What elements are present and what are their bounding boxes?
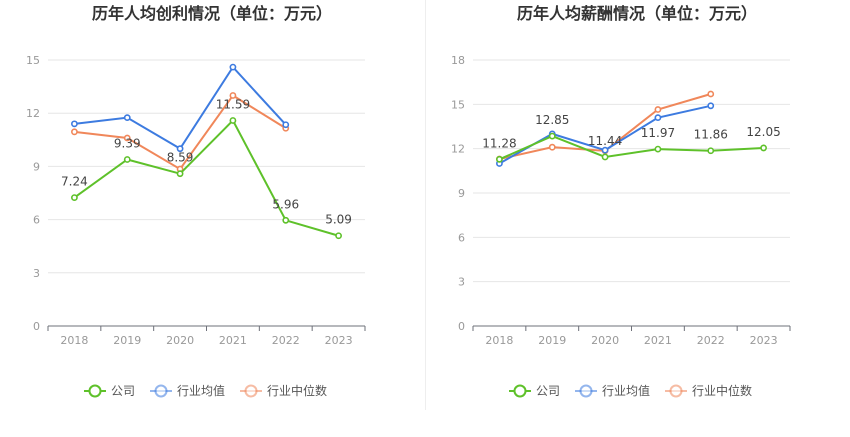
legend-marker bbox=[154, 384, 168, 398]
data-point bbox=[282, 216, 290, 224]
legend-label: 行业均值 bbox=[177, 383, 225, 398]
data-label: 7.24 bbox=[61, 175, 88, 189]
x-tick-label: 2018 bbox=[60, 334, 88, 347]
x-tick-label: 2020 bbox=[591, 334, 619, 347]
x-tick-label: 2019 bbox=[113, 334, 141, 347]
y-tick-label: 6 bbox=[33, 214, 40, 227]
data-label: 12.85 bbox=[535, 113, 569, 127]
data-label: 11.28 bbox=[482, 136, 516, 150]
legend-label: 行业中位数 bbox=[692, 383, 752, 398]
y-tick-label: 3 bbox=[458, 276, 465, 289]
y-tick-label: 15 bbox=[451, 98, 465, 111]
y-tick-label: 12 bbox=[451, 143, 465, 156]
data-label: 11.86 bbox=[694, 128, 728, 142]
legend-label: 行业均值 bbox=[602, 383, 650, 398]
x-tick-label: 2018 bbox=[485, 334, 513, 347]
y-tick-label: 15 bbox=[26, 54, 40, 67]
legend-marker bbox=[579, 384, 593, 398]
data-point bbox=[176, 170, 184, 178]
data-point bbox=[176, 145, 184, 153]
panel-divider bbox=[425, 0, 426, 410]
data-point bbox=[123, 156, 131, 163]
series-line-company bbox=[73, 118, 339, 237]
data-point bbox=[654, 145, 662, 153]
data-point bbox=[71, 194, 78, 202]
y-tick-label: 0 bbox=[33, 320, 40, 333]
data-point bbox=[760, 144, 767, 152]
x-tick-label: 2022 bbox=[697, 334, 725, 347]
data-point bbox=[707, 90, 715, 98]
x-tick-label: 2021 bbox=[644, 334, 672, 347]
data-point bbox=[707, 102, 715, 110]
data-point bbox=[601, 146, 609, 154]
chart-panel-profit: 历年人均创利情况（单位：万元） 0 3 6 9 12 15 2018 2019 2020 2021 2… bbox=[26, 4, 366, 398]
legend-marker bbox=[669, 384, 683, 398]
data-point bbox=[229, 117, 237, 124]
x-tick-label: 2020 bbox=[166, 334, 194, 347]
legend-marker bbox=[244, 384, 258, 398]
data-point bbox=[229, 92, 237, 99]
data-point bbox=[601, 153, 609, 161]
x-tick-label: 2019 bbox=[538, 334, 566, 347]
data-label: 12.05 bbox=[746, 125, 780, 139]
x-tick-label: 2023 bbox=[325, 334, 353, 347]
data-label: 11.97 bbox=[641, 126, 675, 140]
data-label: 9.39 bbox=[114, 136, 141, 150]
legend-label: 公司 bbox=[111, 384, 135, 398]
chart-salary-svg: 历年人均薪酬情况（单位：万元） 0 3 6 9 12 15 18 2018 2019 2020 202… bbox=[451, 4, 791, 398]
data-point bbox=[707, 147, 715, 155]
y-tick-label: 3 bbox=[33, 267, 40, 280]
data-point bbox=[654, 106, 662, 113]
series-line-company bbox=[499, 135, 764, 161]
y-tick-label: 18 bbox=[451, 54, 465, 67]
data-point bbox=[548, 132, 556, 140]
data-point bbox=[654, 114, 662, 122]
legend-label: 公司 bbox=[536, 384, 560, 398]
legend-marker bbox=[513, 384, 527, 398]
x-tick-label: 2021 bbox=[219, 334, 247, 347]
chart-title: 历年人均薪酬情况（单位：万元） bbox=[517, 4, 757, 23]
data-label: 11.59 bbox=[216, 97, 250, 111]
y-tick-label: 0 bbox=[458, 320, 465, 333]
x-tick-label: 2023 bbox=[750, 334, 778, 347]
data-point bbox=[123, 114, 131, 122]
y-tick-label: 12 bbox=[26, 107, 40, 120]
chart-title: 历年人均创利情况（单位：万元） bbox=[92, 4, 332, 23]
data-label: 8.59 bbox=[167, 151, 194, 165]
data-point bbox=[229, 63, 237, 71]
data-label: 5.96 bbox=[272, 197, 299, 211]
legend-label: 行业中位数 bbox=[267, 383, 327, 398]
data-point bbox=[123, 134, 131, 142]
chart-profit-svg: 历年人均创利情况（单位：万元） 0 3 6 9 12 15 2018 2019 2020 2021 2… bbox=[26, 4, 366, 398]
legend-marker bbox=[88, 384, 102, 398]
data-point bbox=[496, 155, 503, 163]
y-tick-label: 6 bbox=[458, 231, 465, 244]
data-point bbox=[71, 128, 78, 136]
data-label: 5.09 bbox=[325, 213, 352, 227]
x-tick-label: 2022 bbox=[272, 334, 300, 347]
data-point bbox=[282, 121, 290, 129]
y-tick-label: 9 bbox=[33, 160, 40, 173]
data-point bbox=[71, 120, 78, 128]
data-point bbox=[548, 143, 556, 151]
y-tick-label: 9 bbox=[458, 187, 465, 200]
data-point bbox=[335, 232, 342, 240]
chart-panel-salary: 历年人均薪酬情况（单位：万元） 0 3 6 9 12 15 18 2018 2019 2020 202… bbox=[425, 0, 850, 437]
data-label: 11.44 bbox=[588, 134, 622, 148]
